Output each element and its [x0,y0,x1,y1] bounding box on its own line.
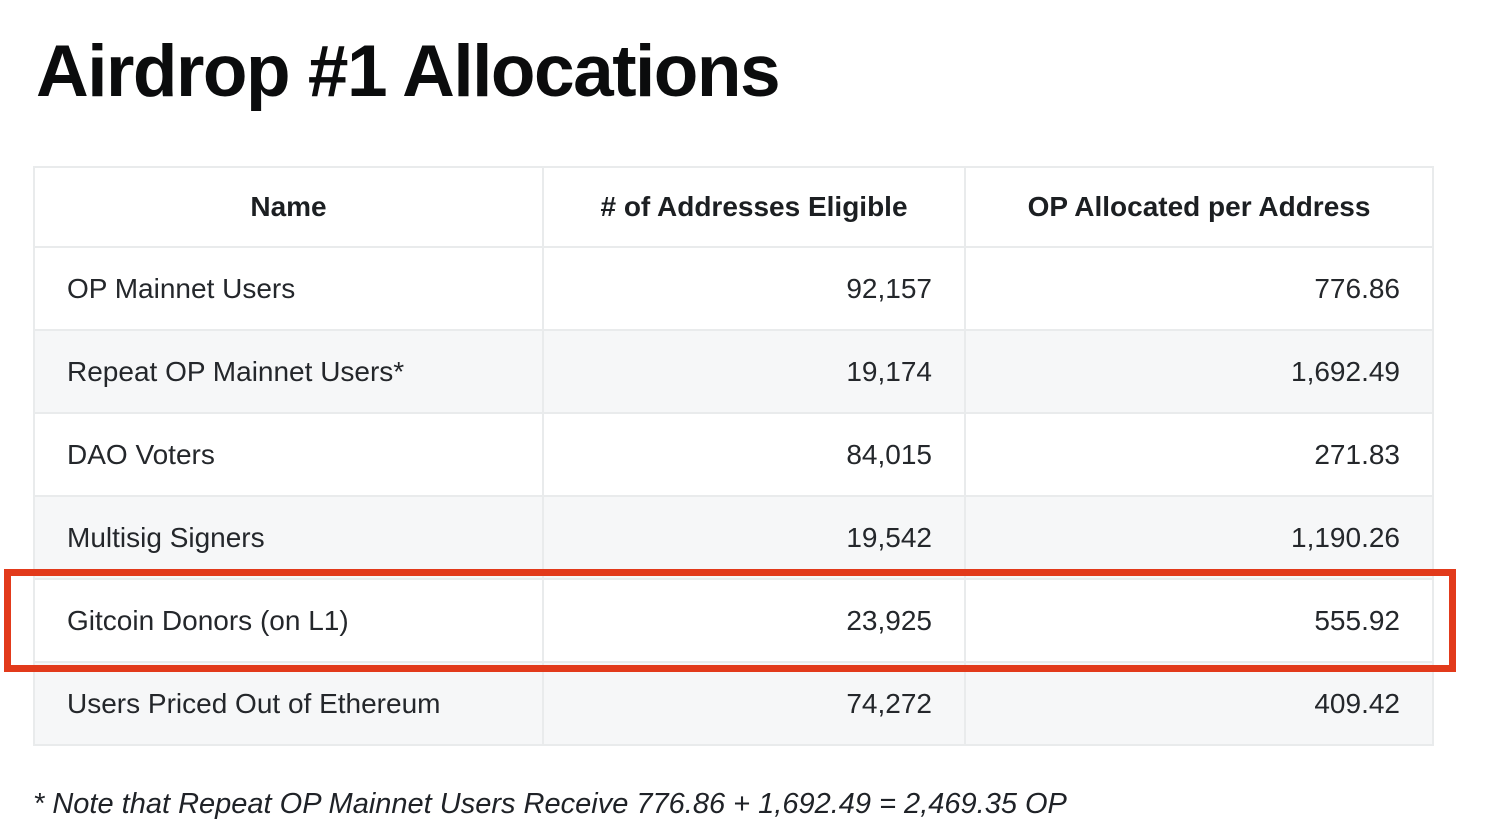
row-op-allocated: 271.83 [964,412,1434,497]
row-name: Gitcoin Donors (on L1) [33,578,544,663]
column-header-op-allocated: OP Allocated per Address [964,166,1434,248]
row-addresses: 23,925 [542,578,966,663]
row-op-allocated: 1,692.49 [964,329,1434,414]
page-title: Airdrop #1 Allocations [36,31,781,112]
row-addresses: 92,157 [542,246,966,331]
row-name: Users Priced Out of Ethereum [33,661,544,746]
row-name: Multisig Signers [33,495,544,580]
table-header-row: Name # of Addresses Eligible OP Allocate… [33,166,1434,248]
table-row-op-mainnet-users: OP Mainnet Users 92,157 776.86 [33,246,1434,331]
row-name: OP Mainnet Users [33,246,544,331]
row-op-allocated: 776.86 [964,246,1434,331]
allocations-table: Name # of Addresses Eligible OP Allocate… [33,166,1434,746]
row-name: DAO Voters [33,412,544,497]
row-op-allocated: 555.92 [964,578,1434,663]
table-row-repeat-op-mainnet-users: Repeat OP Mainnet Users* 19,174 1,692.49 [33,329,1434,414]
row-addresses: 19,174 [542,329,966,414]
row-name: Repeat OP Mainnet Users* [33,329,544,414]
column-header-addresses-eligible: # of Addresses Eligible [542,166,966,248]
footnote: * Note that Repeat OP Mainnet Users Rece… [33,788,1067,820]
allocations-table-grid: Name # of Addresses Eligible OP Allocate… [33,166,1434,746]
table-row-gitcoin-donors: Gitcoin Donors (on L1) 23,925 555.92 [33,578,1434,663]
row-addresses: 84,015 [542,412,966,497]
table-row-users-priced-out: Users Priced Out of Ethereum 74,272 409.… [33,661,1434,746]
table-row-multisig-signers: Multisig Signers 19,542 1,190.26 [33,495,1434,580]
row-op-allocated: 409.42 [964,661,1434,746]
row-addresses: 74,272 [542,661,966,746]
column-header-name: Name [33,166,544,248]
row-op-allocated: 1,190.26 [964,495,1434,580]
table-row-dao-voters: DAO Voters 84,015 271.83 [33,412,1434,497]
row-addresses: 19,542 [542,495,966,580]
